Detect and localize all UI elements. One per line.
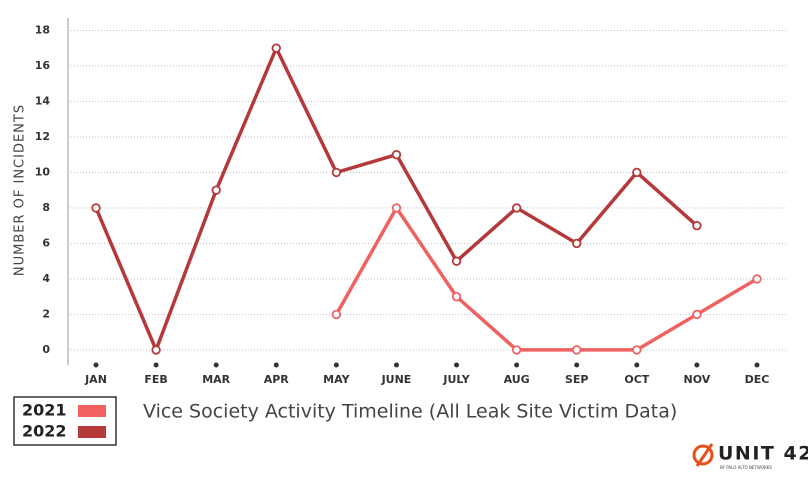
x-tick-dot bbox=[754, 362, 760, 368]
legend-label: 2021 bbox=[22, 401, 67, 420]
data-point bbox=[211, 185, 221, 195]
x-tick-dot bbox=[333, 362, 339, 368]
legend-label: 2022 bbox=[22, 422, 67, 441]
y-tick-label: 8 bbox=[42, 201, 50, 214]
x-tick-dot bbox=[213, 362, 219, 368]
series-line bbox=[334, 206, 758, 352]
logo: UNIT 42 BY PALO ALTO NETWORKS bbox=[692, 443, 808, 470]
x-tick-label: MAY bbox=[323, 373, 350, 386]
x-tick-label: MAR bbox=[202, 373, 230, 386]
x-tick-dot bbox=[273, 362, 279, 368]
series-line bbox=[94, 46, 699, 352]
data-point bbox=[331, 167, 342, 178]
data-point bbox=[692, 220, 702, 231]
y-tick-label: 18 bbox=[35, 23, 50, 36]
x-tick-label: SEP bbox=[565, 373, 589, 386]
logo-subtext: BY PALO ALTO NETWORKS bbox=[720, 465, 772, 470]
x-tick-dot bbox=[634, 362, 640, 368]
data-point bbox=[271, 43, 281, 53]
x-tick-label: FEB bbox=[144, 373, 167, 386]
data-point bbox=[632, 345, 642, 355]
data-point bbox=[572, 345, 582, 355]
x-tick-dot bbox=[694, 362, 700, 368]
chart-title: Vice Society Activity Timeline (All Leak… bbox=[143, 401, 677, 423]
logo-icon bbox=[692, 444, 714, 466]
x-tick-dot bbox=[574, 362, 580, 368]
data-point bbox=[391, 203, 402, 213]
data-point bbox=[692, 309, 702, 320]
data-point bbox=[451, 256, 462, 266]
legend-swatch bbox=[78, 405, 106, 417]
data-point bbox=[331, 309, 342, 320]
legend-swatch bbox=[78, 426, 106, 438]
y-tick-label: 10 bbox=[35, 165, 51, 178]
x-tick-label: JAN bbox=[84, 373, 107, 386]
data-point bbox=[451, 291, 462, 302]
x-tick-dot bbox=[454, 362, 460, 368]
x-tick-label: JUNE bbox=[381, 373, 412, 386]
y-tick-label: 4 bbox=[42, 272, 50, 285]
x-tick-dot bbox=[514, 362, 520, 368]
logo-icon-slash bbox=[695, 443, 714, 467]
y-tick-label: 6 bbox=[42, 236, 50, 249]
data-point bbox=[511, 345, 522, 355]
x-tick-label: AUG bbox=[504, 373, 530, 386]
y-tick-label: 0 bbox=[42, 343, 50, 356]
x-tick-label: OCT bbox=[624, 373, 649, 386]
data-point bbox=[391, 149, 402, 160]
data-point bbox=[632, 167, 642, 178]
data-point bbox=[151, 345, 161, 355]
x-tick-label: JULY bbox=[442, 373, 470, 386]
x-tick-dot bbox=[393, 362, 399, 368]
data-point bbox=[572, 238, 582, 249]
y-tick-label: 14 bbox=[35, 94, 51, 107]
logo-text: UNIT 42 bbox=[718, 443, 808, 465]
data-point bbox=[752, 274, 762, 284]
data-point bbox=[511, 203, 522, 213]
x-tick-label: NOV bbox=[684, 373, 711, 386]
data-point bbox=[91, 203, 101, 213]
y-axis-label: NUMBER OF INCIDENTS bbox=[13, 104, 28, 276]
x-tick-label: APR bbox=[264, 373, 290, 386]
y-tick-label: 2 bbox=[42, 307, 50, 320]
x-tick-dot bbox=[93, 362, 99, 368]
y-tick-label: 12 bbox=[35, 130, 50, 143]
x-tick-dot bbox=[153, 362, 159, 368]
y-tick-label: 16 bbox=[35, 59, 51, 72]
x-tick-label: DEC bbox=[745, 373, 770, 386]
